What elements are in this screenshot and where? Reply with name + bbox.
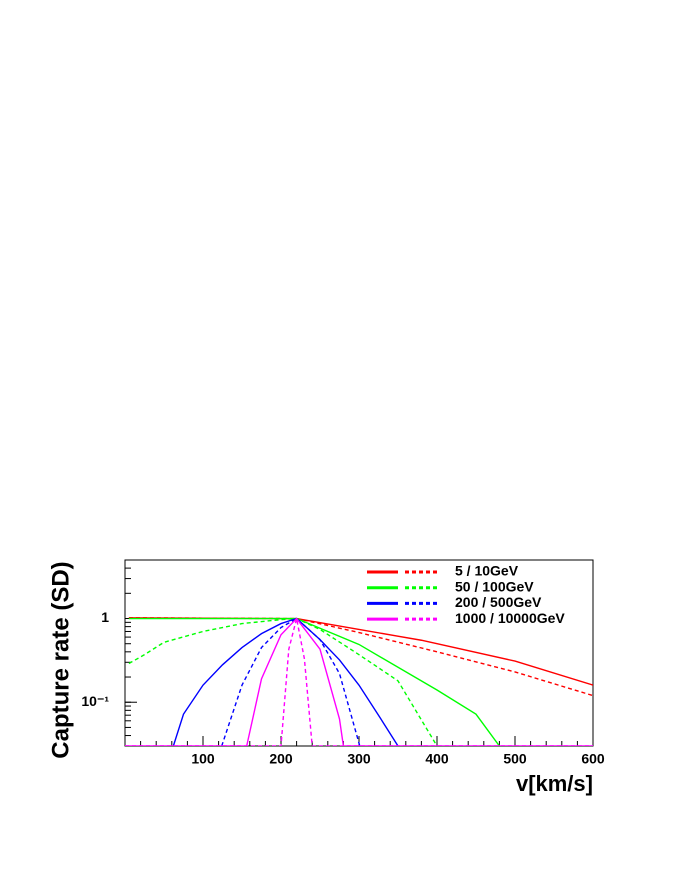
legend-label: 50 / 100GeV [455,578,534,594]
legend-label: 200 / 500GeV [455,594,542,610]
x-tick-label: 200 [269,751,293,767]
series-line [172,617,399,746]
series-line [125,618,593,746]
x-tick-label: 500 [503,751,527,767]
x-tick-label: 400 [425,751,449,767]
series-line [128,617,500,746]
x-tick-label: 600 [581,751,605,767]
y-tick-label: 1 [101,609,109,625]
x-axis-label: v[km/s] [516,771,593,796]
x-tick-label: 300 [347,751,371,767]
series-line [221,617,361,746]
x-tick-label: 100 [191,751,215,767]
y-axis-label: Capture rate (SD) [47,561,74,758]
series-line [125,617,593,746]
y-tick-label: 10⁻¹ [81,693,109,709]
curves [125,617,593,746]
legend-label: 5 / 10GeV [455,563,519,579]
legend-label: 1000 / 10000GeV [455,610,565,626]
